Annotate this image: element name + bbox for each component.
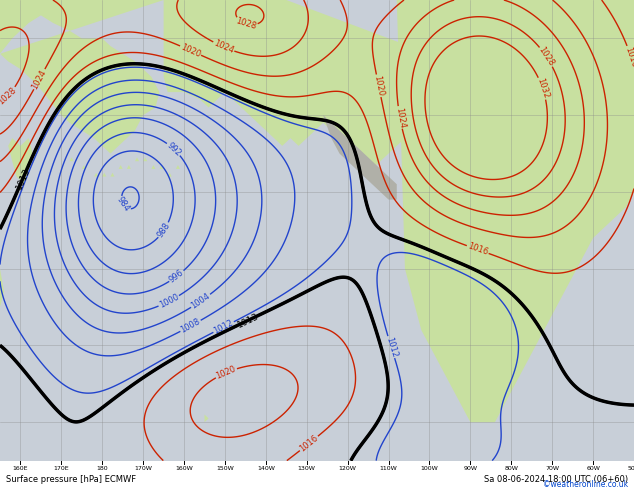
Text: 1020: 1020 (372, 74, 385, 97)
Text: 160W: 160W (175, 466, 193, 471)
Text: 1012: 1012 (384, 336, 399, 359)
Text: 180: 180 (96, 466, 108, 471)
Text: 140W: 140W (257, 466, 275, 471)
Text: 1004: 1004 (190, 292, 212, 311)
Polygon shape (397, 0, 634, 422)
Polygon shape (127, 165, 131, 169)
Text: 1008: 1008 (179, 317, 202, 335)
Text: 100W: 100W (420, 466, 438, 471)
Text: 984: 984 (115, 196, 132, 214)
Polygon shape (0, 0, 164, 153)
Polygon shape (176, 165, 180, 169)
Text: 60W: 60W (586, 466, 600, 471)
Polygon shape (164, 0, 450, 169)
Text: 1016: 1016 (466, 242, 489, 257)
Polygon shape (70, 157, 74, 161)
Text: 1000: 1000 (158, 293, 181, 310)
Text: 170W: 170W (134, 466, 152, 471)
Text: 1024: 1024 (30, 68, 48, 91)
Polygon shape (102, 173, 107, 176)
Text: 1024: 1024 (212, 39, 235, 55)
Text: Surface pressure [hPa] ECMWF: Surface pressure [hPa] ECMWF (6, 475, 136, 484)
Polygon shape (0, 269, 4, 307)
Polygon shape (205, 415, 209, 422)
Text: 1016: 1016 (623, 45, 634, 68)
Polygon shape (323, 115, 397, 199)
Text: 1016: 1016 (298, 433, 320, 454)
Polygon shape (82, 165, 86, 169)
Text: 1028: 1028 (0, 85, 18, 106)
Polygon shape (94, 173, 98, 176)
Text: 1020: 1020 (179, 42, 202, 59)
Text: 1013: 1013 (15, 166, 32, 191)
Text: 170E: 170E (53, 466, 69, 471)
Text: 120W: 120W (339, 466, 356, 471)
Text: 50W: 50W (627, 466, 634, 471)
Text: 90W: 90W (463, 466, 477, 471)
Text: 110W: 110W (380, 466, 398, 471)
Polygon shape (135, 157, 139, 161)
Text: 1028: 1028 (537, 46, 556, 68)
Text: 1013: 1013 (235, 312, 260, 329)
Text: 1032: 1032 (535, 77, 550, 100)
Polygon shape (110, 173, 115, 176)
Text: 130W: 130W (298, 466, 316, 471)
Polygon shape (8, 138, 33, 184)
Text: 80W: 80W (505, 466, 518, 471)
Text: 1024: 1024 (394, 106, 406, 128)
Polygon shape (160, 165, 164, 169)
Text: 160E: 160E (13, 466, 28, 471)
Polygon shape (143, 157, 147, 161)
Polygon shape (168, 173, 172, 176)
Text: 1020: 1020 (215, 365, 238, 381)
Text: 70W: 70W (545, 466, 559, 471)
Text: 988: 988 (156, 221, 172, 239)
Text: 1012: 1012 (212, 318, 235, 336)
Text: Sa 08-06-2024 18:00 UTC (06+60): Sa 08-06-2024 18:00 UTC (06+60) (484, 475, 628, 484)
Text: ©weatheronline.co.uk: ©weatheronline.co.uk (543, 480, 628, 490)
Text: 992: 992 (165, 141, 183, 158)
Text: 996: 996 (167, 268, 186, 285)
Text: 1028: 1028 (235, 16, 257, 31)
Polygon shape (152, 165, 155, 169)
Polygon shape (119, 165, 123, 169)
Text: 150W: 150W (216, 466, 234, 471)
